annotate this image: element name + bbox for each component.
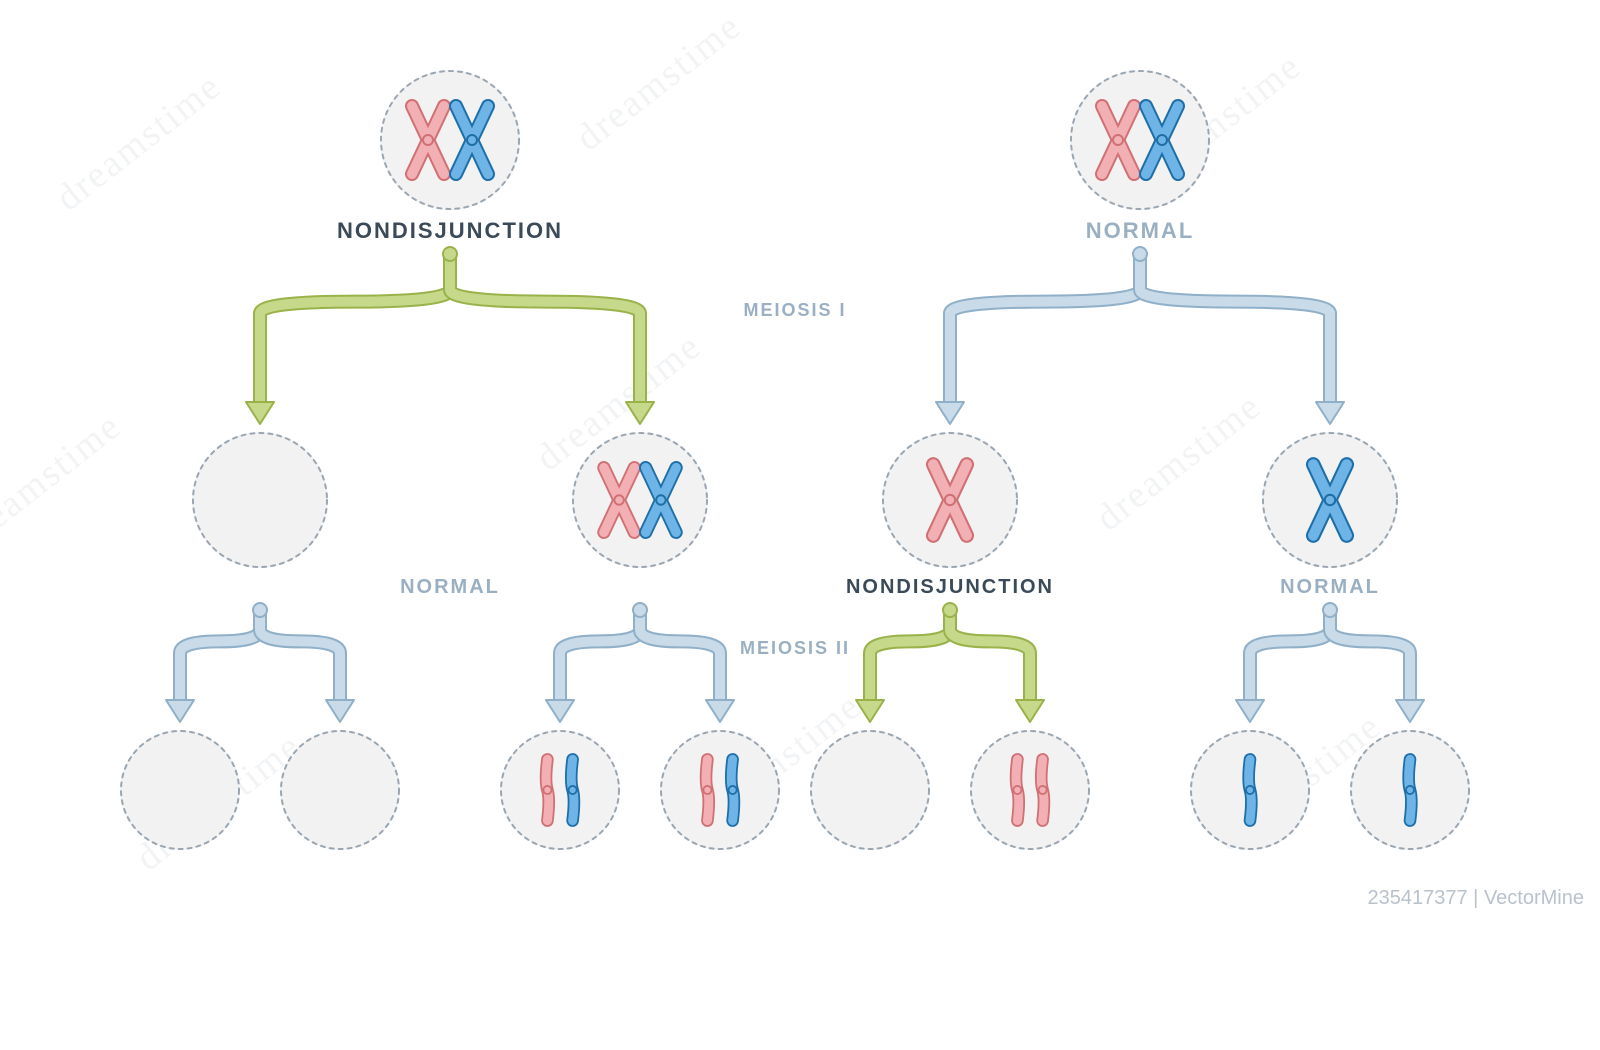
label-top: NORMAL	[940, 218, 1340, 244]
cell-mid	[882, 432, 1018, 568]
attribution: 235417377 | VectorMine	[1368, 887, 1585, 910]
cell-bot	[810, 730, 930, 850]
attribution-author: VectorMine	[1484, 887, 1584, 909]
diagram-root: dreamstime dreamstime dreamstime dreamst…	[0, 0, 1600, 1050]
arrow-m2	[166, 603, 354, 722]
cell-mid	[1262, 432, 1398, 568]
arrow-m2	[856, 603, 1044, 722]
cell-bot	[280, 730, 400, 850]
cell-top	[380, 70, 520, 210]
cell-bot	[660, 730, 780, 850]
label-mid: NONDISJUNCTION	[750, 576, 1150, 599]
cell-mid	[572, 432, 708, 568]
arrow-m1	[246, 247, 654, 424]
cell-bot	[1350, 730, 1470, 850]
label-top: NONDISJUNCTION	[250, 218, 650, 244]
label-meiosis-1: MEIOSIS I	[695, 300, 895, 321]
label-mid: NORMAL	[250, 576, 650, 599]
attribution-id: 235417377	[1368, 887, 1468, 909]
cell-bot	[970, 730, 1090, 850]
arrow-m2	[546, 603, 734, 722]
cell-bot	[1190, 730, 1310, 850]
arrow-m2	[1236, 603, 1424, 722]
label-meiosis-2: MEIOSIS II	[695, 638, 895, 659]
cell-mid	[192, 432, 328, 568]
cell-top	[1070, 70, 1210, 210]
cell-bot	[120, 730, 240, 850]
attribution-sep: |	[1473, 887, 1484, 909]
label-mid: NORMAL	[1130, 576, 1530, 599]
arrow-m1	[936, 247, 1344, 424]
cell-bot	[500, 730, 620, 850]
